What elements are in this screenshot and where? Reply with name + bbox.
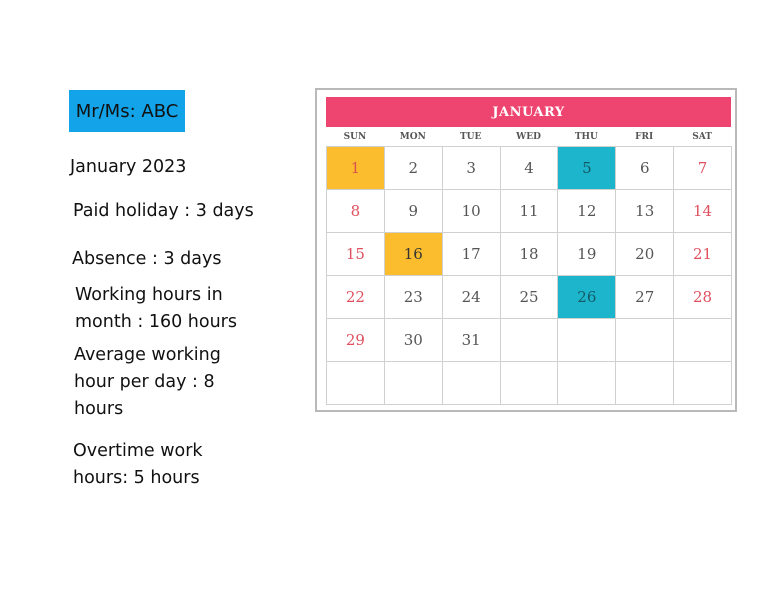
calendar-day-2[interactable]: 2 [384, 147, 443, 190]
calendar-empty-cell [500, 319, 559, 362]
calendar-day-12[interactable]: 12 [558, 190, 617, 233]
calendar-day-15[interactable]: 15 [327, 233, 385, 276]
paid-holiday-text: Paid holiday : 3 days [73, 201, 254, 221]
calendar-empty-cell [500, 362, 559, 405]
working-hours-text: Working hours in month : 160 hours [75, 282, 237, 336]
calendar-day-28[interactable]: 28 [674, 276, 732, 319]
calendar-day-25[interactable]: 25 [500, 276, 559, 319]
calendar-day-7[interactable]: 7 [674, 147, 732, 190]
overtime-text: Overtime work hours: 5 hours [73, 438, 203, 492]
working-hours-line: month : 160 hours [75, 312, 237, 332]
calendar-grid: 1 2 3 4 5 6 7 8 9 10 11 12 13 14 15 16 17 18 19 20 21 22 23 24 2… [326, 146, 732, 405]
calendar-day-10[interactable]: 10 [442, 190, 501, 233]
calendar-month-title: JANUARY [326, 97, 731, 127]
working-hours-line: Working hours in [75, 285, 223, 305]
calendar-day-23[interactable]: 23 [384, 276, 443, 319]
calendar-day-29[interactable]: 29 [327, 319, 385, 362]
calendar-day-26[interactable]: 26 [558, 276, 617, 319]
dow-wed: WED [516, 132, 541, 142]
calendar-day-30[interactable]: 30 [384, 319, 443, 362]
average-hours-line: hour per day : 8 [74, 372, 215, 392]
calendar-day-6[interactable]: 6 [616, 147, 675, 190]
calendar-day-4[interactable]: 4 [500, 147, 559, 190]
dow-fri: FRI [635, 132, 654, 142]
calendar-day-27[interactable]: 27 [616, 276, 675, 319]
calendar-empty-cell [442, 362, 501, 405]
calendar-day-17[interactable]: 17 [442, 233, 501, 276]
calendar-day-3[interactable]: 3 [442, 147, 501, 190]
calendar-day-8[interactable]: 8 [327, 190, 385, 233]
calendar-day-18[interactable]: 18 [500, 233, 559, 276]
calendar-day-9[interactable]: 9 [384, 190, 443, 233]
calendar-empty-cell [558, 362, 617, 405]
calendar-empty-cell [616, 362, 675, 405]
calendar-empty-cell [558, 319, 617, 362]
calendar-day-1[interactable]: 1 [327, 147, 385, 190]
calendar-day-20[interactable]: 20 [616, 233, 675, 276]
calendar-empty-cell [327, 362, 385, 405]
overtime-line: hours: 5 hours [73, 468, 200, 488]
month-label: January 2023 [70, 157, 187, 177]
calendar-empty-cell [674, 319, 732, 362]
dow-sat: SAT [692, 132, 712, 142]
average-hours-text: Average working hour per day : 8 hours [74, 342, 221, 423]
dow-mon: MON [399, 132, 426, 142]
days-of-week-row: SUN MON TUE WED THU FRI SAT [326, 128, 731, 146]
dow-tue: TUE [459, 132, 482, 142]
dow-thu: THU [574, 132, 598, 142]
calendar-day-14[interactable]: 14 [674, 190, 732, 233]
calendar-day-31[interactable]: 31 [442, 319, 501, 362]
calendar-day-5[interactable]: 5 [558, 147, 617, 190]
calendar-day-11[interactable]: 11 [500, 190, 559, 233]
employee-name-badge: Mr/Ms: ABC [69, 90, 185, 132]
absence-text: Absence : 3 days [72, 249, 222, 269]
calendar-empty-cell [674, 362, 732, 405]
calendar-empty-cell [616, 319, 675, 362]
dow-sun: SUN [343, 132, 367, 142]
calendar-day-24[interactable]: 24 [442, 276, 501, 319]
average-hours-line: Average working [74, 345, 221, 365]
calendar-day-19[interactable]: 19 [558, 233, 617, 276]
calendar-day-22[interactable]: 22 [327, 276, 385, 319]
calendar-empty-cell [384, 362, 443, 405]
overtime-line: Overtime work [73, 441, 203, 461]
calendar-day-16[interactable]: 16 [384, 233, 443, 276]
average-hours-line: hours [74, 399, 124, 419]
calendar-day-13[interactable]: 13 [616, 190, 675, 233]
calendar-day-21[interactable]: 21 [674, 233, 732, 276]
